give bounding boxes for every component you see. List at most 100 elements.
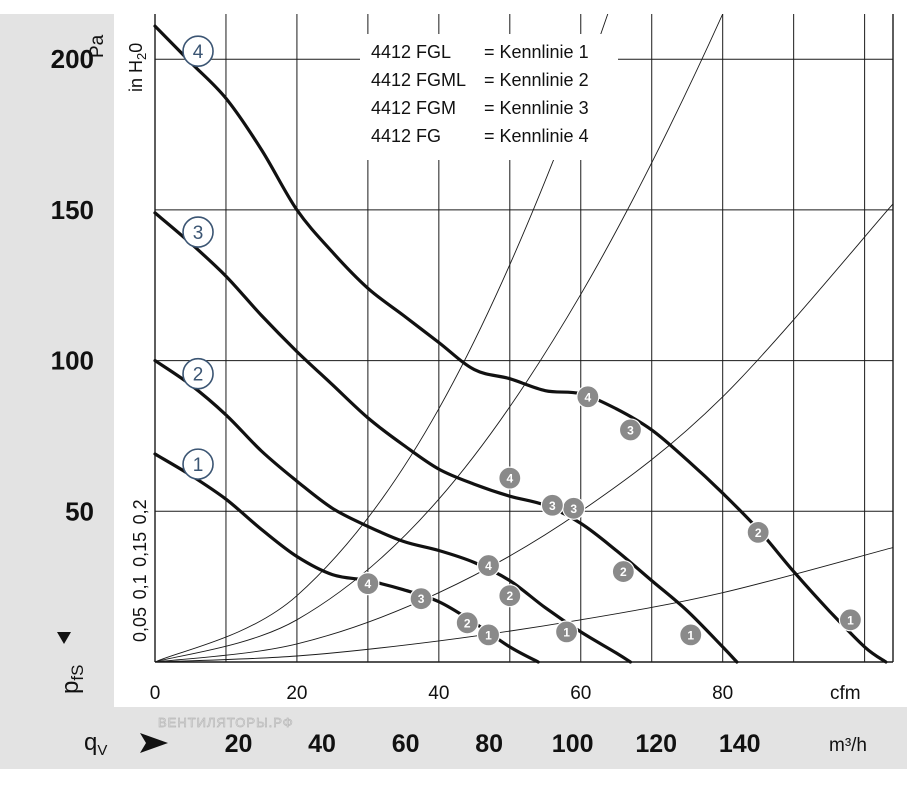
curve-labels: 1 2 3 4 xyxy=(182,35,214,480)
operating-point-label: 1 xyxy=(563,625,570,639)
operating-point-marker xyxy=(611,559,635,584)
cfm-tick-label: 60 xyxy=(570,683,591,704)
operating-point-marker xyxy=(476,553,501,578)
operating-point-curve-2-4: 4 xyxy=(498,466,522,490)
legend-curve-1: = Kennlinie 1 xyxy=(484,42,589,62)
operating-point-marker xyxy=(576,385,600,409)
system-curve-1 xyxy=(155,547,893,662)
operating-point-marker xyxy=(356,572,380,596)
legend-curve-3: = Kennlinie 3 xyxy=(484,98,589,118)
cfm-tick-label: 40 xyxy=(428,683,449,704)
curve-label-number: 3 xyxy=(193,223,204,244)
operating-point-label: 4 xyxy=(485,559,492,573)
operating-point-label: 3 xyxy=(627,423,634,437)
pa-tick-label: 100 xyxy=(51,346,94,376)
operating-point-curve-1-4: 4 xyxy=(356,572,380,596)
operating-point-marker xyxy=(554,620,579,644)
left-axis-band xyxy=(0,14,114,707)
operating-point-marker xyxy=(498,466,522,490)
operating-point-label: 1 xyxy=(847,613,854,627)
operating-point-curve-1-2: 2 xyxy=(455,611,479,635)
x-axis-title: qV xyxy=(84,729,168,759)
m3h-tick-label: 100 xyxy=(552,730,594,758)
fan-curve-4 xyxy=(153,24,888,664)
curve-label-1: 1 xyxy=(182,448,214,480)
legend-background xyxy=(360,34,618,160)
legend: 4412 FGL = Kennlinie 1 4412 FGML = Kennl… xyxy=(360,34,618,160)
arrow-right-icon xyxy=(140,733,168,753)
operating-point-label: 4 xyxy=(506,472,513,486)
cfm-unit-label: cfm xyxy=(830,683,861,704)
operating-point-marker xyxy=(618,418,643,442)
m3h-tick-label: 20 xyxy=(225,730,253,758)
operating-point-marker xyxy=(498,584,522,608)
operating-point-marker xyxy=(409,587,433,611)
legend-model-3: 4412 FGM xyxy=(371,98,456,118)
svg-text:qV: qV xyxy=(84,729,107,759)
inh2o-tick-label: 0,15 xyxy=(130,532,150,567)
operating-point-label: 4 xyxy=(585,390,592,404)
operating-point-curve-3-2: 2 xyxy=(498,584,522,608)
operating-point-curve-4-4: 4 xyxy=(576,385,600,409)
pa-tick-label: 200 xyxy=(51,44,94,74)
legend-model-4: 4412 FG xyxy=(371,126,441,146)
pa-unit-label: Pa xyxy=(87,34,108,58)
fan-curve-3 xyxy=(153,211,739,664)
operating-point-marker xyxy=(746,520,770,545)
curve-label-4: 4 xyxy=(182,35,214,68)
operating-point-curve-4-2: 2 xyxy=(746,520,770,545)
operating-point-label: 3 xyxy=(549,499,556,513)
inh2o-tick-label: 0,1 xyxy=(130,574,150,599)
watermark: ВЕНТИЛЯТОРЫ.РФ xyxy=(158,715,294,730)
m3h-tick-label: 120 xyxy=(635,730,677,758)
curve-label-3: 3 xyxy=(182,216,214,248)
operating-point-label: 3 xyxy=(418,592,425,606)
system-curve-2 xyxy=(155,203,893,662)
operating-point-curve-4-3: 3 xyxy=(618,418,643,442)
legend-curve-2: = Kennlinie 2 xyxy=(484,70,589,90)
operating-point-curve-4-1: 1 xyxy=(838,608,863,632)
inh2o-tick-label: 0,2 xyxy=(130,499,150,524)
m3h-unit-label: m³/h xyxy=(829,735,867,756)
cfm-tick-label: 20 xyxy=(286,683,307,704)
operating-point-curve-3-1: 1 xyxy=(554,620,579,644)
m3h-tick-label: 140 xyxy=(719,730,761,758)
curve-label-ring xyxy=(182,448,214,480)
operating-point-label: 2 xyxy=(506,589,513,603)
curve-label-2: 2 xyxy=(182,357,214,390)
operating-point-marker xyxy=(838,608,863,632)
legend-model-1: 4412 FGL xyxy=(371,42,451,62)
system-curve-4 xyxy=(155,14,609,662)
operating-point-label: 1 xyxy=(687,628,694,642)
svg-text:pfS: pfS xyxy=(57,665,87,694)
operating-point-curve-3-4: 4 xyxy=(476,553,501,578)
operating-point-label: 1 xyxy=(485,628,492,642)
operating-point-marker xyxy=(476,623,501,647)
inh2o-unit-label: in H20 xyxy=(126,43,149,92)
operating-point-label: 2 xyxy=(464,616,471,630)
m3h-tick-label: 40 xyxy=(308,730,336,758)
operating-point-curve-3-3: 3 xyxy=(540,493,564,517)
pa-tick-label: 50 xyxy=(65,496,94,526)
operating-point-label: 2 xyxy=(755,526,762,540)
system-curves xyxy=(155,14,893,662)
curve-label-number: 1 xyxy=(193,455,204,476)
m3h-tick-label: 80 xyxy=(475,730,503,758)
inh2o-tick-label: 0,05 xyxy=(130,607,150,642)
operating-point-curve-1-1: 1 xyxy=(476,623,501,647)
legend-curve-4: = Kennlinie 4 xyxy=(484,126,589,146)
operating-point-label: 3 xyxy=(570,502,577,516)
curve-label-number: 4 xyxy=(193,42,204,63)
operating-point-curve-1-3: 3 xyxy=(409,587,433,611)
m3h-tick-label: 60 xyxy=(392,730,420,758)
operating-point-curve-2-3: 3 xyxy=(562,496,586,520)
curve-label-ring xyxy=(182,35,214,68)
operating-point-marker xyxy=(455,611,479,635)
system-curve-3 xyxy=(155,14,724,662)
operating-point-curve-2-1: 1 xyxy=(679,623,703,647)
pa-tick-label: 150 xyxy=(51,195,94,225)
operating-point-label: 2 xyxy=(620,565,627,579)
legend-model-2: 4412 FGML xyxy=(371,70,466,90)
